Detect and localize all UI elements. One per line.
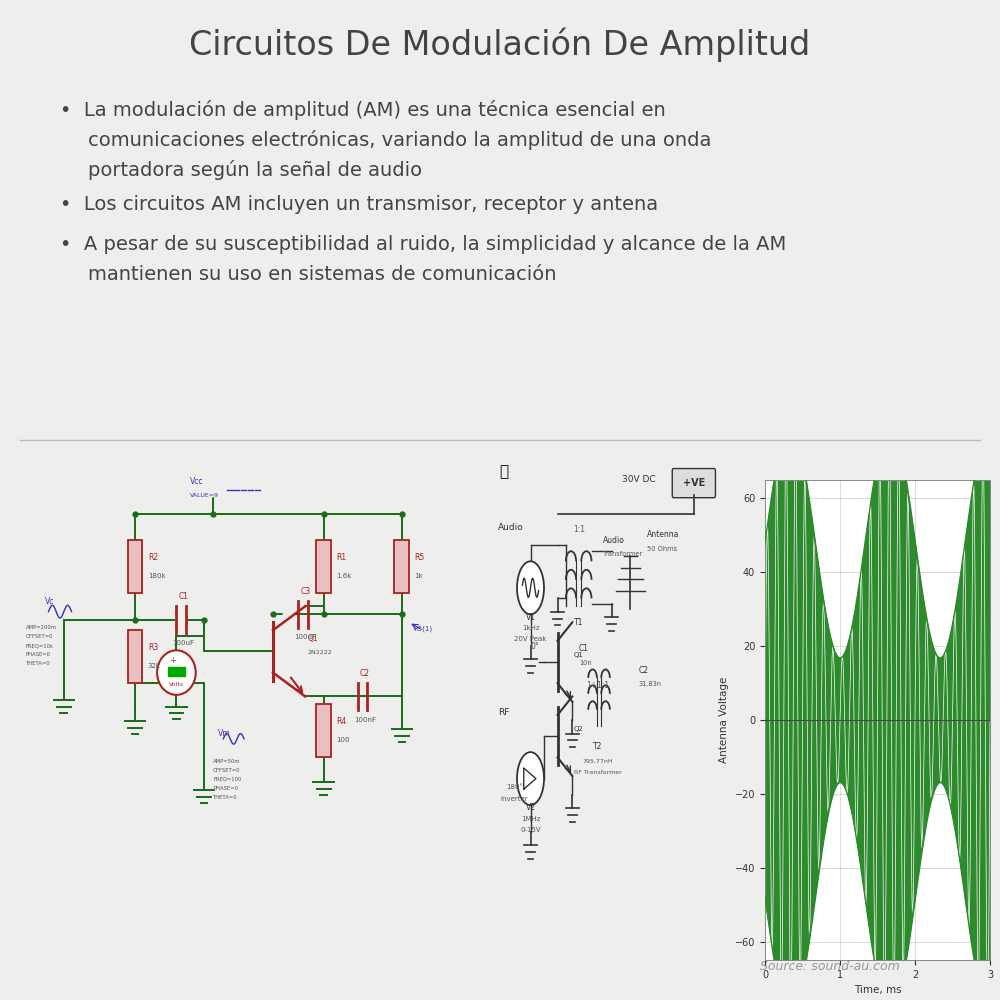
X-axis label: Time, ms: Time, ms [854,985,901,995]
Bar [128,630,142,683]
Text: C1: C1 [579,644,589,653]
Text: THETA=0: THETA=0 [213,795,238,800]
Text: •  La modulación de amplitud (AM) es una técnica esencial en: • La modulación de amplitud (AM) es una … [60,100,666,120]
Text: FREQ=100: FREQ=100 [213,777,242,782]
Text: C1: C1 [178,592,188,601]
Text: +VE: +VE [683,478,705,488]
Text: R2: R2 [148,553,158,562]
Text: Vm: Vm [218,729,230,738]
Text: Circuitos De Modulación De Amplitud: Circuitos De Modulación De Amplitud [189,28,811,62]
Text: 32k: 32k [148,663,161,669]
Bar [316,540,331,593]
Text: VALUE=9: VALUE=9 [190,493,219,498]
Text: portadora según la señal de audio: portadora según la señal de audio [88,160,422,180]
Text: 1.6k: 1.6k [336,573,352,579]
Bar [394,540,409,593]
Text: 100nF: 100nF [354,717,376,723]
Circle shape [517,561,544,614]
Text: 1+1:1: 1+1:1 [586,682,610,690]
Text: R5: R5 [415,553,425,562]
Text: RF: RF [498,708,509,717]
Text: 2N2222: 2N2222 [308,650,332,655]
Text: 1:1: 1:1 [573,525,585,534]
Text: 795.77nH: 795.77nH [583,759,613,764]
Text: 1kHz: 1kHz [522,625,539,631]
Text: 100uF: 100uF [294,634,316,640]
Text: 30V DC: 30V DC [622,475,655,484]
Text: OFFSET=0: OFFSET=0 [26,634,53,639]
Circle shape [157,650,196,695]
Text: R3: R3 [148,643,158,652]
Text: Inverter: Inverter [500,796,528,802]
Text: AMP=50m: AMP=50m [213,759,241,764]
Text: 31.83n: 31.83n [639,681,662,687]
FancyBboxPatch shape [672,469,715,498]
Text: PHASE=0: PHASE=0 [26,652,51,657]
Text: AMP=200m: AMP=200m [26,625,57,630]
Text: Audio: Audio [603,536,625,545]
Text: 100uF: 100uF [172,640,194,646]
Text: 100: 100 [336,737,350,743]
Text: mantienen su uso en sistemas de comunicación: mantienen su uso en sistemas de comunica… [88,265,556,284]
Text: C2: C2 [639,666,648,675]
Text: Q1: Q1 [574,652,584,658]
Text: Q1: Q1 [308,634,318,643]
Text: •  Los circuitos AM incluyen un transmisor, receptor y antena: • Los circuitos AM incluyen un transmiso… [60,196,658,215]
Text: R1: R1 [336,553,347,562]
Text: OFFSET=0: OFFSET=0 [213,768,241,773]
Text: comunicaciones electrónicas, variando la amplitud de una onda: comunicaciones electrónicas, variando la… [88,130,711,150]
Text: RF Transformer: RF Transformer [574,770,622,775]
Text: T1: T1 [574,618,584,627]
Text: 180k: 180k [148,573,166,579]
Text: 10n: 10n [579,660,592,666]
Text: C3: C3 [300,587,310,596]
Text: Volts: Volts [169,682,184,687]
Text: Audio: Audio [498,522,524,532]
Bar [316,704,331,757]
Text: R5(1): R5(1) [413,625,432,632]
Bar [128,540,142,593]
Text: 0°: 0° [530,642,539,651]
Text: 20V Peak: 20V Peak [514,636,547,642]
Text: R4: R4 [336,717,347,726]
Text: 0-15V: 0-15V [520,827,541,833]
Text: FREQ=10k: FREQ=10k [26,643,54,648]
Text: 50 Ohms: 50 Ohms [647,546,677,552]
Text: 🔊: 🔊 [499,464,508,479]
Bar [168,667,185,676]
Text: Vcc: Vcc [190,477,204,486]
Text: 1MHz: 1MHz [521,816,540,822]
Text: V2: V2 [526,803,536,812]
Text: Transformer: Transformer [603,551,644,557]
Y-axis label: Antenna Voltage: Antenna Voltage [719,677,729,763]
Text: T2: T2 [593,742,603,751]
Text: THETA=0: THETA=0 [26,661,50,666]
Circle shape [517,752,544,805]
Text: Q2: Q2 [574,726,583,732]
Text: 1k: 1k [415,573,423,579]
Text: C2: C2 [360,669,370,678]
Text: •  A pesar de su susceptibilidad al ruido, la simplicidad y alcance de la AM: • A pesar de su susceptibilidad al ruido… [60,235,786,254]
Text: Vc: Vc [45,597,55,606]
Text: 180°: 180° [506,784,523,790]
Text: PHASE=0: PHASE=0 [213,786,238,791]
Text: +: + [170,656,176,665]
Text: V1: V1 [526,613,536,622]
Text: Source: sound-au.com: Source: sound-au.com [760,960,900,973]
Text: Antenna: Antenna [647,530,679,539]
